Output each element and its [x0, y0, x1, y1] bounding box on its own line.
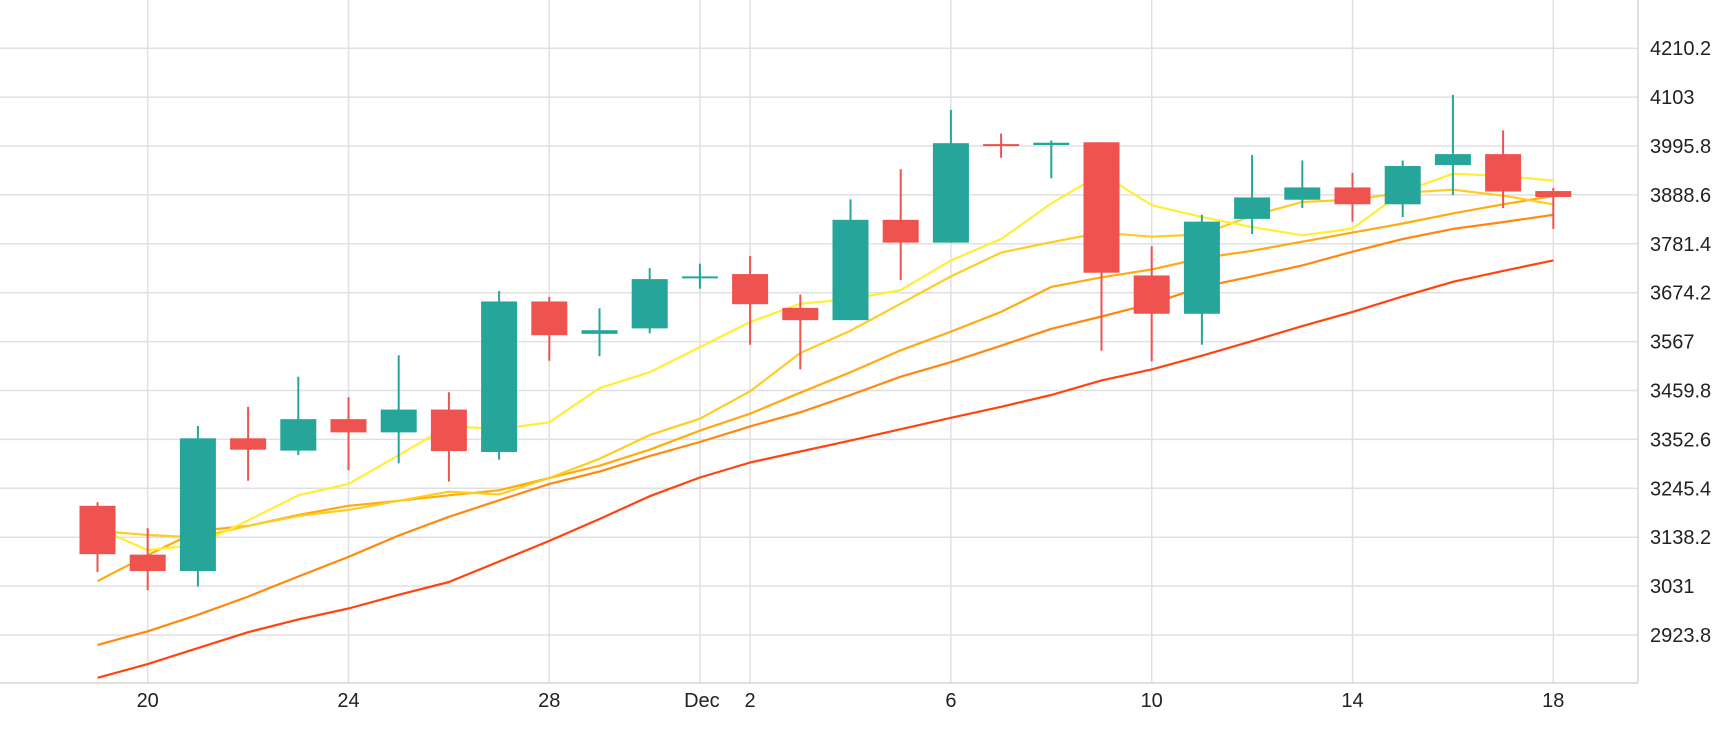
candle	[1183, 214, 1220, 345]
candle-body	[732, 274, 769, 305]
y-tick-label: 3567	[1650, 332, 1695, 354]
candle	[79, 502, 116, 572]
candle-body	[1535, 191, 1572, 197]
y-tick-label: 3995.8	[1650, 136, 1711, 158]
candle-body	[330, 419, 367, 433]
candle-body	[481, 301, 518, 452]
y-tick-label: 2923.8	[1650, 625, 1711, 647]
candle-body	[882, 219, 919, 243]
grid-lines	[0, 0, 1638, 683]
candle-body	[1284, 187, 1321, 200]
candle	[330, 397, 367, 471]
candle	[1083, 142, 1120, 351]
x-tick-label: 6	[945, 690, 956, 712]
candle	[481, 290, 518, 460]
candle-body	[430, 409, 467, 452]
y-tick-label: 3245.4	[1650, 478, 1711, 500]
candle-body	[681, 276, 718, 279]
candle-body	[531, 301, 568, 336]
candle-body	[782, 307, 819, 321]
x-tick-label: 18	[1542, 690, 1564, 712]
y-tick-label: 3459.8	[1650, 381, 1711, 403]
candle	[430, 392, 467, 482]
moving-average-lines	[96, 172, 1554, 679]
candle	[531, 296, 568, 361]
candle-body	[79, 505, 116, 555]
candle	[932, 109, 969, 243]
candle-body	[983, 144, 1020, 147]
ma-line-5	[97, 172, 1554, 552]
candle	[1234, 155, 1271, 234]
candle-body	[832, 219, 869, 321]
candle	[581, 308, 618, 357]
candle-body	[1334, 187, 1371, 205]
candle	[832, 199, 869, 321]
candle	[1033, 140, 1070, 179]
x-tick-label: 28	[538, 690, 560, 712]
y-tick-label: 3031	[1650, 576, 1695, 598]
candle	[230, 406, 267, 481]
candle-body	[1384, 165, 1421, 205]
candle	[1334, 172, 1371, 222]
y-tick-label: 3674.2	[1650, 283, 1711, 305]
candle-body	[179, 438, 216, 572]
ma-line-20	[96, 195, 1554, 583]
candle-body	[1083, 142, 1120, 273]
candle-body	[230, 438, 267, 450]
candles	[79, 94, 1572, 591]
candle-body	[1033, 142, 1070, 145]
candle	[280, 376, 317, 456]
y-tick-label: 3888.6	[1650, 185, 1711, 207]
candle-body	[1434, 154, 1471, 166]
ma-line-30	[97, 213, 1554, 646]
x-tick-label: 14	[1341, 690, 1363, 712]
candle	[1384, 160, 1421, 218]
candle-body	[280, 419, 317, 451]
candle-body	[581, 330, 618, 334]
x-tick-label: 20	[137, 690, 159, 712]
y-tick-label: 4103	[1650, 87, 1695, 109]
candle-body	[1133, 275, 1170, 314]
candle-body	[1485, 154, 1522, 192]
candle	[1535, 187, 1572, 229]
candle	[681, 263, 718, 289]
candle	[631, 268, 668, 334]
candle	[1434, 94, 1471, 196]
candle	[782, 294, 819, 370]
axes: 2923.8 3031 3138.2 3245.4 3352.6 3459.8 3567 36…	[0, 0, 1711, 712]
y-tick-label: 3781.4	[1650, 234, 1711, 256]
x-tick-label: 10	[1141, 690, 1163, 712]
x-tick-label: 2	[745, 690, 756, 712]
candle	[732, 255, 769, 345]
candle	[1485, 130, 1522, 208]
candle-body	[631, 279, 668, 329]
ma-line-60	[97, 259, 1554, 679]
candle-body	[1234, 197, 1271, 219]
candle-body	[932, 143, 969, 243]
ma-line-10	[97, 188, 1554, 539]
candle-body	[1183, 221, 1220, 314]
candle	[983, 133, 1020, 158]
candle-body	[129, 554, 166, 572]
y-tick-label: 3352.6	[1650, 429, 1711, 451]
candle	[1284, 160, 1321, 208]
candle	[179, 425, 216, 587]
candle	[380, 355, 417, 464]
x-tick-label: 24	[337, 690, 359, 712]
y-tick-label: 4210.2	[1650, 38, 1711, 60]
candle-body	[380, 409, 417, 433]
candle	[1133, 246, 1170, 362]
candle	[882, 169, 919, 281]
candle	[129, 528, 166, 591]
y-tick-label: 3138.2	[1650, 527, 1711, 549]
x-tick-label: Dec	[684, 690, 720, 712]
